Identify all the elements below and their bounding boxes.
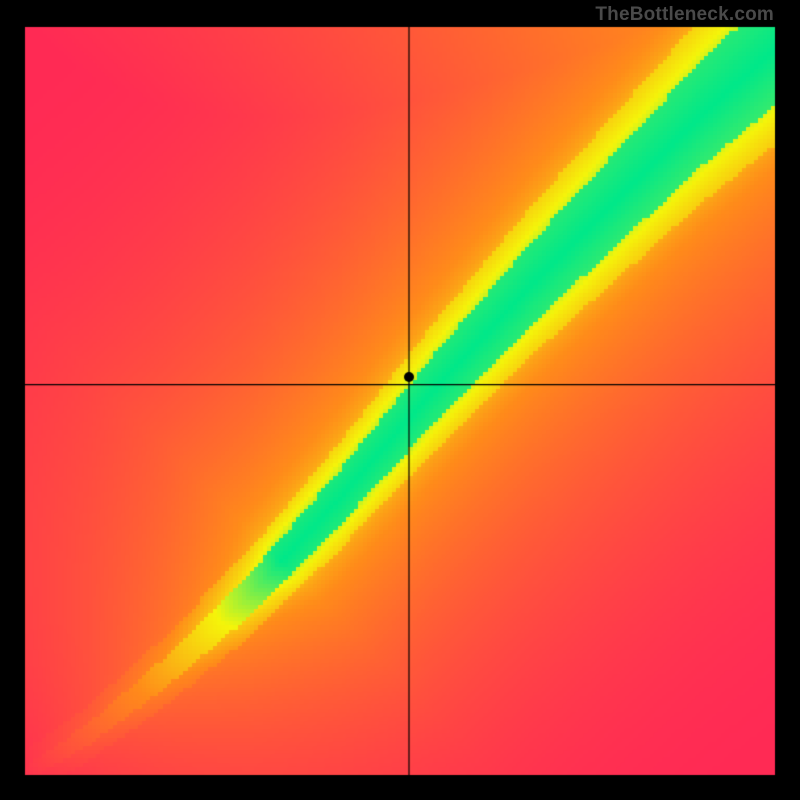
- chart-container: { "watermark": "TheBottleneck.com", "cha…: [0, 0, 800, 800]
- watermark-text: TheBottleneck.com: [595, 4, 774, 26]
- bottleneck-heatmap: [0, 0, 800, 800]
